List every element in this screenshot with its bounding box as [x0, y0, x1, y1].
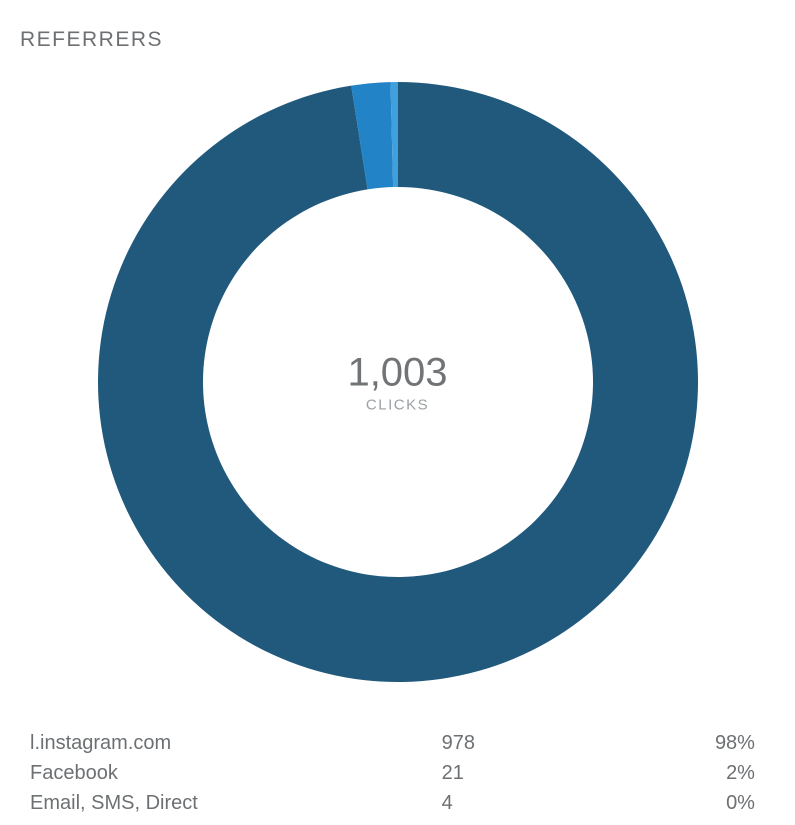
donut-center-caption: CLICKS [347, 397, 447, 414]
referrer-label: Email, SMS, Direct [30, 788, 442, 818]
referrer-percent: 0% [603, 788, 765, 818]
referrer-percent: 98% [603, 728, 765, 758]
donut-chart: 1,003 CLICKS [20, 72, 775, 692]
referrer-count: 21 [442, 758, 604, 788]
referrer-table: l.instagram.com97898%Facebook212%Email, … [20, 728, 775, 818]
donut-center: 1,003 CLICKS [347, 351, 447, 414]
referrer-count: 4 [442, 788, 604, 818]
referrer-label: Facebook [30, 758, 442, 788]
table-row: Facebook212% [30, 758, 765, 788]
table-row: l.instagram.com97898% [30, 728, 765, 758]
referrer-label: l.instagram.com [30, 728, 442, 758]
section-title: REFERRERS [20, 28, 775, 52]
donut-center-value: 1,003 [347, 351, 447, 395]
referrer-count: 978 [442, 728, 604, 758]
table-row: Email, SMS, Direct40% [30, 788, 765, 818]
referrer-percent: 2% [603, 758, 765, 788]
